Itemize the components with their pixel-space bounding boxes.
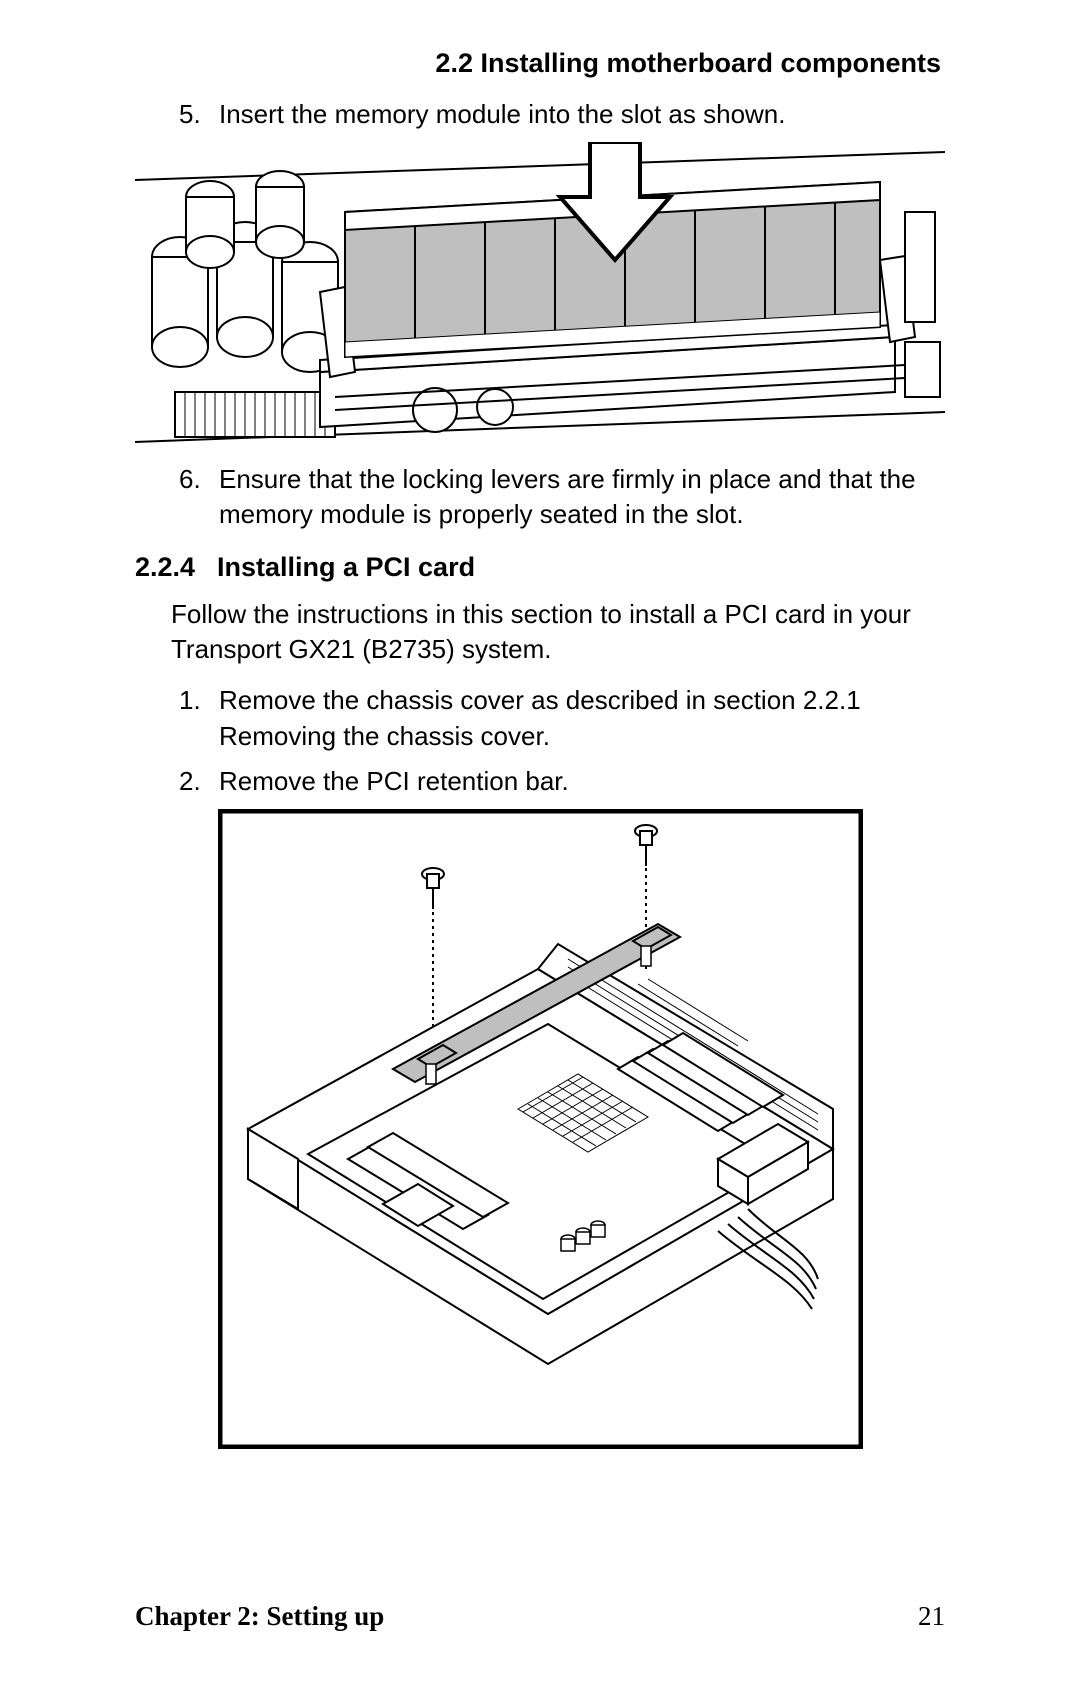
footer-page-number: 21	[918, 1601, 945, 1632]
step-number: 1.	[171, 683, 219, 753]
step-number: 2.	[171, 764, 219, 799]
subsection-heading: 2.2.4 Installing a PCI card	[135, 552, 945, 583]
footer-chapter: Chapter 2: Setting up	[135, 1601, 384, 1632]
pci-bar-illustration	[218, 809, 863, 1449]
step-text: Remove the PCI retention bar.	[219, 764, 945, 799]
step-text: Insert the memory module into the slot a…	[219, 97, 945, 132]
subsection-title: Installing a PCI card	[217, 552, 945, 583]
step-6: 6. Ensure that the locking levers are fi…	[135, 462, 945, 532]
step-number: 5.	[171, 97, 219, 132]
pci-step-2: 2. Remove the PCI retention bar.	[135, 764, 945, 799]
step-text: Remove the chassis cover as described in…	[219, 683, 945, 753]
page: 2.2 Installing motherboard components 5.…	[0, 0, 1080, 1690]
step-text: Ensure that the locking levers are firml…	[219, 462, 945, 532]
section-header: 2.2 Installing motherboard components	[135, 48, 945, 79]
page-footer: Chapter 2: Setting up 21	[135, 1601, 945, 1632]
memory-install-illustration	[135, 142, 945, 452]
step-5: 5. Insert the memory module into the slo…	[135, 97, 945, 132]
figure-memory-install	[135, 142, 945, 452]
step-number: 6.	[171, 462, 219, 532]
pci-step-1: 1. Remove the chassis cover as described…	[135, 683, 945, 753]
figure-pci-bar	[135, 809, 945, 1449]
intro-paragraph: Follow the instructions in this section …	[135, 597, 945, 667]
subsection-number: 2.2.4	[135, 552, 217, 583]
